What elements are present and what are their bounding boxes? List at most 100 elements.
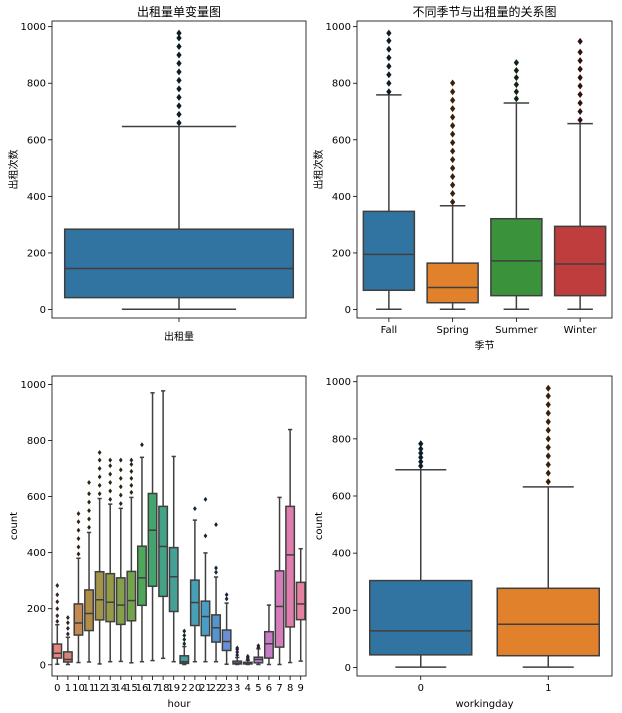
outlier-point [513,67,519,74]
y-axis-label: count [314,512,325,540]
chart-title: 出租量单变量图 [137,4,221,19]
outlier-point [513,88,519,96]
outlier-point [55,606,60,612]
outlier-point [140,442,144,448]
outlier-point [176,85,182,93]
outlier-point [386,62,392,70]
box-2 [179,628,190,666]
box-5 [253,643,264,666]
box-16 [136,442,147,663]
x-tick-label: Summer [495,325,538,336]
x-tick-label: 17 [146,683,159,694]
chart-1: 0 200 400 600 800 1000 出租量 出租次数 出租量单变量图 [7,4,307,343]
box-body [263,630,274,659]
x-tick-label: 9 [298,683,304,694]
outlier-point [577,74,583,82]
x-tick-label: Winter [564,325,598,336]
outlier-point [118,475,123,481]
outlier-point [87,524,91,530]
outlier-point [256,643,261,649]
outlier-point [176,42,182,50]
outlier-point [235,645,240,651]
outlier-point [235,652,240,658]
y-tick-label: 800 [27,436,46,447]
box-14 [115,457,126,663]
outlier-point [545,435,551,443]
outlier-point [87,491,91,497]
box-23 [221,592,232,665]
y-tick-label: 400 [27,192,46,203]
x-tick-label: Spring [436,325,468,336]
outlier-point [450,105,456,113]
outlier-point [76,511,81,517]
outlier-point [545,392,551,400]
outlier-point [176,34,182,42]
x-tick-label: 15 [125,683,138,694]
x-tick-label: 7 [276,683,282,694]
outlier-point [129,457,134,463]
box-Spring [426,79,479,310]
outlier-point [545,401,551,409]
x-tick-label: 0 [54,683,60,694]
outlier-point [214,565,218,571]
box-body [158,505,169,598]
outlier-point [224,596,229,602]
box-body [496,587,600,657]
y-tick-label: 1000 [326,377,351,388]
outlier-point [450,139,456,147]
outlier-point [108,457,113,463]
y-tick-label: 200 [332,248,351,259]
box-body [52,643,63,659]
box-4 [242,653,253,666]
box-body [179,655,190,665]
y-tick-label: 600 [27,492,46,503]
box-body [73,603,84,636]
outlier-point [55,618,60,624]
box-body [295,581,306,621]
outlier-point [545,409,551,417]
outlier-point [176,51,182,59]
outlier-point [386,71,392,79]
outlier-point [76,536,81,542]
outlier-point [450,96,456,104]
outlier-point [66,620,70,626]
outlier-point [545,461,551,469]
y-tick-label: 600 [27,135,46,146]
x-tick-label: 10 [72,683,85,694]
outlier-point [108,471,113,477]
outlier-point [577,91,583,99]
box-17 [147,392,158,662]
chart-4: 0 200 400 600 800 1000 0 1 workingday count [314,375,613,710]
outlier-point [193,506,197,512]
x-tick-label: 2 [181,683,187,694]
box-19 [168,455,179,663]
outlier-point [214,569,218,575]
outlier-point [129,489,134,495]
x-tick-label: 8 [287,683,293,694]
outlier-point [118,484,123,490]
outlier-point [66,631,70,637]
outlier-point [577,82,583,90]
outlier-point [76,519,81,525]
outlier-point [577,99,583,107]
box-12 [94,450,105,665]
outlier-point [118,467,123,473]
box-body [136,545,147,607]
outlier-point [577,65,583,73]
x-tick-label: 14 [114,683,127,694]
outlier-point [182,632,187,638]
y-tick-label: 0 [40,305,46,316]
box-6 [263,604,274,666]
outlier-point [577,37,583,45]
box-18 [158,390,169,660]
outlier-point [108,480,113,486]
x-tick-label: 23 [220,683,233,694]
y-tick-label: 400 [332,549,351,560]
outlier-point [129,468,134,474]
outlier-point [129,482,134,488]
outlier-point [129,461,134,467]
outlier-point [118,492,123,498]
x-tick-label: 4 [245,683,251,694]
outlier-point [545,384,551,392]
